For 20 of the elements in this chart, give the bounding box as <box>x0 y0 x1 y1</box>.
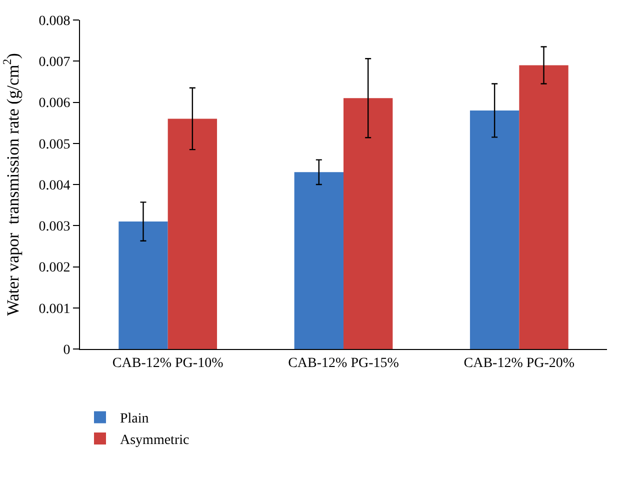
x-tick-label: CAB-12% PG-15% <box>288 356 400 371</box>
y-tick-label: 0.008 <box>38 14 70 29</box>
legend-label: Plain <box>120 412 149 427</box>
x-tick-label: CAB-12% PG-20% <box>464 356 575 371</box>
y-tick-label: 0 <box>63 342 70 358</box>
x-tick-label: CAB-12% PG-10% <box>112 356 224 371</box>
legend-label: Asymmetric <box>120 432 190 448</box>
y-tick-label: 0.006 <box>38 96 70 112</box>
y-tick-label: 0.005 <box>38 137 70 152</box>
bar <box>519 65 568 349</box>
bar <box>470 110 520 349</box>
y-tick-label: 0.004 <box>38 178 70 194</box>
bar <box>294 172 344 349</box>
bar <box>344 98 393 349</box>
y-tick-label: 0.007 <box>38 55 70 70</box>
bar <box>168 118 218 349</box>
y-tick-label: 0.002 <box>38 260 70 276</box>
y-tick-label: 0.003 <box>38 220 70 235</box>
y-tick-label: 0.001 <box>38 302 70 317</box>
bar <box>118 222 168 349</box>
